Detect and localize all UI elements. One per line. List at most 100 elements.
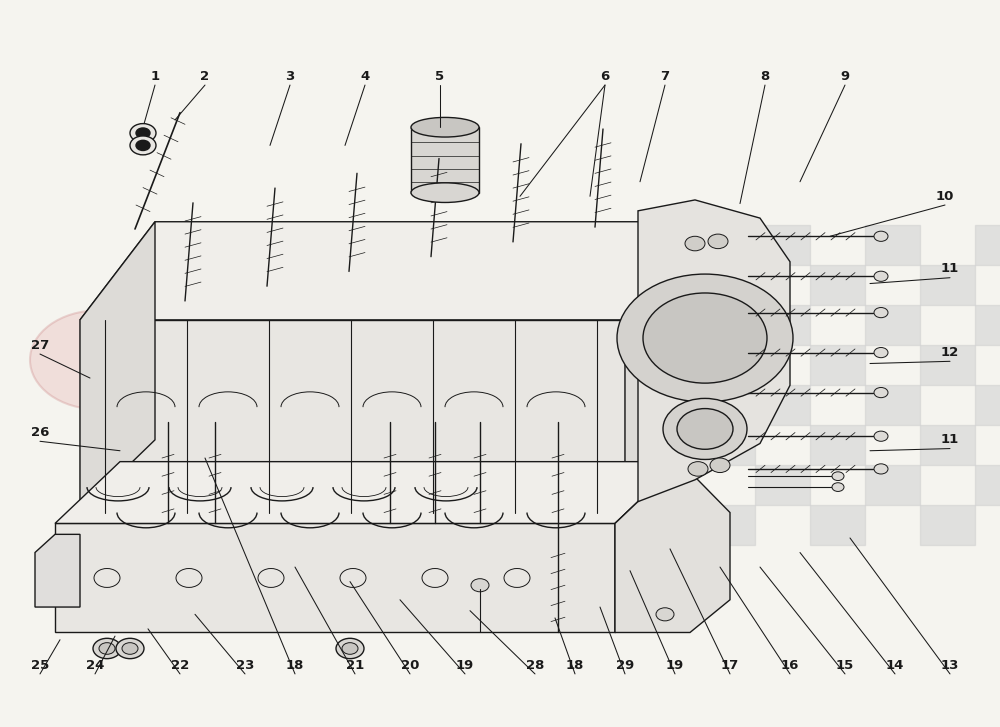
Circle shape bbox=[656, 608, 674, 621]
Bar bbox=[975, 225, 1000, 265]
Bar bbox=[975, 465, 1000, 505]
Polygon shape bbox=[615, 462, 680, 632]
Text: 29: 29 bbox=[616, 659, 634, 672]
Circle shape bbox=[832, 472, 844, 481]
Text: p a r t s: p a r t s bbox=[185, 391, 288, 416]
Circle shape bbox=[688, 462, 708, 476]
Bar bbox=[755, 225, 810, 265]
Text: 23: 23 bbox=[236, 659, 254, 672]
Polygon shape bbox=[615, 462, 730, 632]
Circle shape bbox=[116, 638, 144, 659]
Text: 9: 9 bbox=[840, 70, 850, 83]
Bar bbox=[865, 465, 920, 505]
Polygon shape bbox=[55, 523, 615, 632]
Text: 25: 25 bbox=[31, 659, 49, 672]
Circle shape bbox=[874, 348, 888, 358]
Circle shape bbox=[342, 643, 358, 654]
Text: 18: 18 bbox=[286, 659, 304, 672]
Polygon shape bbox=[55, 462, 680, 523]
Bar bbox=[700, 505, 755, 545]
Circle shape bbox=[99, 643, 115, 654]
Bar bbox=[975, 385, 1000, 425]
Bar bbox=[810, 505, 865, 545]
Circle shape bbox=[710, 458, 730, 473]
Text: 17: 17 bbox=[721, 659, 739, 672]
Bar bbox=[755, 385, 810, 425]
Bar bbox=[810, 425, 865, 465]
Circle shape bbox=[685, 236, 705, 251]
Text: 11: 11 bbox=[941, 262, 959, 276]
Text: 20: 20 bbox=[401, 659, 419, 672]
Bar bbox=[975, 305, 1000, 345]
Bar bbox=[920, 265, 975, 305]
Polygon shape bbox=[625, 222, 705, 513]
Text: 22: 22 bbox=[171, 659, 189, 672]
Text: 8: 8 bbox=[760, 70, 770, 83]
Bar bbox=[865, 385, 920, 425]
Polygon shape bbox=[80, 222, 705, 320]
Text: 19: 19 bbox=[666, 659, 684, 672]
Circle shape bbox=[122, 643, 138, 654]
Polygon shape bbox=[80, 222, 155, 513]
Bar bbox=[700, 265, 755, 305]
Text: 19: 19 bbox=[456, 659, 474, 672]
Text: 1: 1 bbox=[150, 70, 160, 83]
Text: 27: 27 bbox=[31, 339, 49, 352]
Bar bbox=[411, 127, 479, 193]
Bar bbox=[810, 265, 865, 305]
Text: 14: 14 bbox=[886, 659, 904, 672]
Circle shape bbox=[130, 124, 156, 142]
Bar bbox=[700, 425, 755, 465]
Text: 24: 24 bbox=[86, 659, 104, 672]
Bar bbox=[865, 225, 920, 265]
Text: 7: 7 bbox=[660, 70, 670, 83]
Circle shape bbox=[708, 234, 728, 249]
Text: 16: 16 bbox=[781, 659, 799, 672]
Ellipse shape bbox=[411, 118, 479, 137]
Text: 4: 4 bbox=[360, 70, 370, 83]
Circle shape bbox=[617, 274, 793, 402]
Text: 15: 15 bbox=[836, 659, 854, 672]
Text: 5: 5 bbox=[435, 70, 445, 83]
Ellipse shape bbox=[411, 183, 479, 202]
Circle shape bbox=[93, 638, 121, 659]
Text: 13: 13 bbox=[941, 659, 959, 672]
Text: 21: 21 bbox=[346, 659, 364, 672]
Circle shape bbox=[471, 579, 489, 592]
Polygon shape bbox=[35, 534, 80, 607]
Circle shape bbox=[677, 409, 733, 449]
Circle shape bbox=[30, 310, 166, 409]
Text: 18: 18 bbox=[566, 659, 584, 672]
Text: 12: 12 bbox=[941, 346, 959, 359]
Circle shape bbox=[874, 231, 888, 241]
Circle shape bbox=[663, 398, 747, 459]
Polygon shape bbox=[80, 320, 625, 513]
Text: 26: 26 bbox=[31, 426, 49, 439]
Bar bbox=[755, 305, 810, 345]
Polygon shape bbox=[638, 200, 790, 502]
Circle shape bbox=[874, 431, 888, 441]
Text: 2: 2 bbox=[200, 70, 210, 83]
Circle shape bbox=[874, 387, 888, 398]
Text: 3: 3 bbox=[285, 70, 295, 83]
Circle shape bbox=[874, 464, 888, 474]
Text: 10: 10 bbox=[936, 190, 954, 203]
Bar bbox=[920, 345, 975, 385]
Bar bbox=[810, 345, 865, 385]
Circle shape bbox=[130, 136, 156, 155]
Text: 6: 6 bbox=[600, 70, 610, 83]
Bar bbox=[700, 345, 755, 385]
Bar bbox=[920, 505, 975, 545]
Bar bbox=[755, 465, 810, 505]
Circle shape bbox=[336, 638, 364, 659]
Text: 11: 11 bbox=[941, 433, 959, 446]
Text: c a r: c a r bbox=[185, 347, 250, 373]
Circle shape bbox=[643, 293, 767, 383]
Bar bbox=[920, 425, 975, 465]
Circle shape bbox=[874, 308, 888, 318]
Circle shape bbox=[874, 271, 888, 281]
Bar bbox=[865, 305, 920, 345]
Circle shape bbox=[832, 483, 844, 491]
Circle shape bbox=[136, 128, 150, 138]
Text: 28: 28 bbox=[526, 659, 544, 672]
